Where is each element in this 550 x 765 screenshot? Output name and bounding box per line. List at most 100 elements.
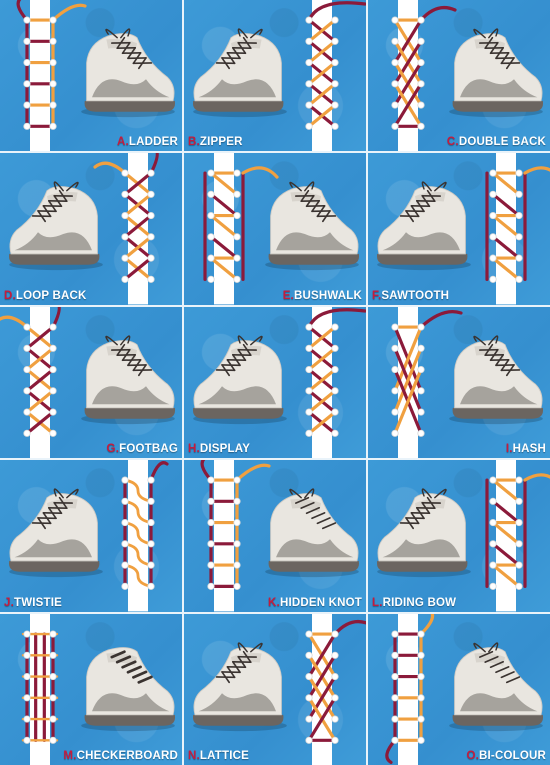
shoe-side-panel [382,232,460,251]
eyelets [305,16,339,130]
eyelet-icon [23,80,31,88]
eyelet-icon [147,169,155,178]
eyelet-icon [489,212,497,220]
eyelet-icon [23,365,31,373]
eyelet-icon [121,276,129,284]
panel-artwork [8,460,169,612]
lace-diagonal [491,563,521,589]
eyelet-icon [489,497,497,506]
lace-twist [123,478,153,503]
lace-cross [307,346,337,371]
eyelet-icon [49,58,57,67]
shoe-lace-cross [505,363,515,376]
eyelet-icon [23,101,31,109]
method-name: DOUBLE BACK [458,136,546,149]
eyelet-icon [233,540,241,548]
method-name: RIDING BOW [382,596,457,609]
eyelet-icon [417,651,425,659]
lacing-panel-twistie: J.TWISTIE [0,460,182,612]
diagram-strip [128,153,148,305]
shoe-lace-cross [421,195,431,208]
method-label: G.FOOTBAG [107,443,178,455]
shoe-bow-loop [250,335,263,346]
lace-cross [307,389,337,414]
lace-cross [25,389,55,414]
shoe-side-panel [92,692,170,711]
eyelet-icon [417,408,425,416]
eyelet-icon [391,344,399,352]
eyelet-icon [233,519,241,527]
method-letter: H. [188,443,200,456]
eyelet-icon [233,254,241,263]
lace-twist [123,563,153,588]
eyelet-icon [331,387,339,395]
shoe-sole [8,254,100,266]
eyelet-icon [207,191,215,199]
shoe-lace-cross [116,36,126,49]
shoe-lace-bar [115,654,132,664]
eyelet-icon [515,233,523,241]
lacing-diagram-icon [200,460,271,612]
diagram-strip [398,613,418,765]
shoe-lace-cross [121,348,131,361]
shoe-lace-bar [121,660,137,669]
sneaker-icon [376,181,471,271]
eyelet-icon [49,429,57,437]
eyelet-icon [417,323,425,331]
eyelet-icon [489,169,497,178]
shoe-lace-bar [126,665,142,674]
eyelet-icon [121,254,129,263]
eyelet-icon [515,276,523,284]
panel-artwork [203,153,360,305]
eyelet-icon [233,212,241,220]
shoe-bow-loop [237,335,248,346]
lace-curve [523,166,550,176]
eyelet-icon [391,365,399,373]
shoe-bow-loop [473,642,486,653]
eyelet-icon [331,323,339,331]
eyelet-icon [305,58,313,67]
eyelet-icon [49,37,57,45]
lacing-panel-checkerboard: M.CHECKERBOARD [0,613,182,765]
eyelets [23,16,57,130]
lace-cross [123,171,153,197]
shoe-bow-loop [434,182,447,192]
shoe-bow-loop [304,181,315,192]
lace-cross [307,367,337,393]
panel-artwork [200,460,360,612]
eyelet-icon [121,191,129,199]
eyelet-icon [305,37,313,45]
lacing-diagram-icon [391,0,457,152]
eyelet-icon [147,540,155,548]
shoe-side-panel [14,539,92,558]
lacing-panel-loop-back: D.LOOP BACK [0,153,182,305]
eyelet-icon [417,630,425,638]
shoe-lace-cross [221,57,231,70]
lacing-panel-lattice: N.LATTICE [184,613,366,765]
eyelet-icon [417,429,425,437]
lacing-diagram-icon [391,306,463,459]
eyelet-icon [49,323,57,331]
shoe-sole [84,100,176,112]
shoe-lace-cross [116,343,126,356]
lace-curve [241,166,279,180]
eyelet-icon [489,191,497,199]
diagram-lacing [485,166,550,282]
lace-cross [25,325,55,350]
panel-artwork [391,306,544,459]
eyelet-icon [23,736,31,744]
shoe-bow-loop [434,488,447,499]
lacing-diagram-icon [305,306,366,459]
eyelet-icon [331,408,339,416]
lace-cross [307,653,337,700]
eyelet-icon [49,736,57,744]
lace-cross [307,325,337,350]
eyelet-icon [331,651,339,659]
lace-curve [307,1,366,22]
shoe-lace-cross [410,205,420,218]
lace-cross [123,235,153,261]
lacing-diagram-icon [485,460,550,612]
lace-curve [523,473,550,482]
shoe-lace-cross [53,502,63,515]
shoe-lace-cross [405,517,415,530]
